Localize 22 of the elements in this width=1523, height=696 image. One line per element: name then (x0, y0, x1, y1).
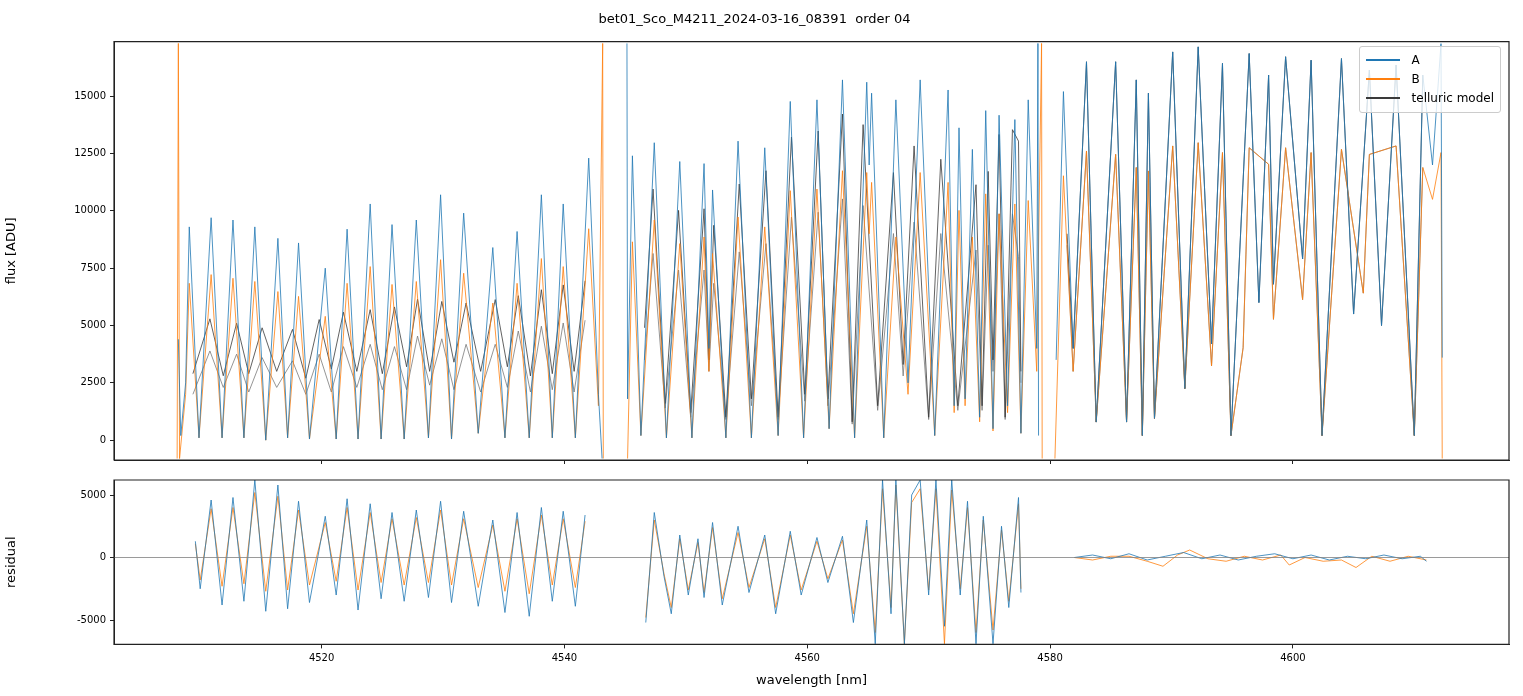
y-tick-label: 0 (99, 551, 106, 563)
y-tick-label: 5000 (80, 488, 106, 500)
legend-label: B (1411, 72, 1420, 87)
y-tick-label: 15000 (74, 89, 106, 101)
y-axis-title: flux [ADU] (3, 217, 19, 285)
y-tick-label: 7500 (80, 261, 106, 273)
legend-label: A (1411, 53, 1420, 68)
chart-title: bet01_Sco_M4211_2024-03-16_08391 order 04 (598, 11, 911, 27)
y-tick-label: 5000 (80, 319, 106, 331)
x-tick-label: 4540 (551, 651, 578, 663)
x-tick-label: 4560 (794, 651, 820, 663)
x-tick-label: 4520 (308, 651, 335, 663)
y-tick-label: 10000 (74, 204, 106, 216)
x-axis-title: wavelength [nm] (756, 671, 867, 687)
series-label: telluric model (1411, 91, 1494, 106)
x-tick-label: 4600 (1280, 651, 1306, 663)
y-axis-title: residual (3, 536, 19, 588)
y-tick-label: -5000 (76, 613, 106, 625)
y-tick-label: 2500 (80, 376, 106, 388)
y-tick-label: 0 (99, 433, 106, 445)
x-tick-label: 4580 (1037, 651, 1063, 663)
y-tick-label: 12500 (74, 147, 106, 159)
